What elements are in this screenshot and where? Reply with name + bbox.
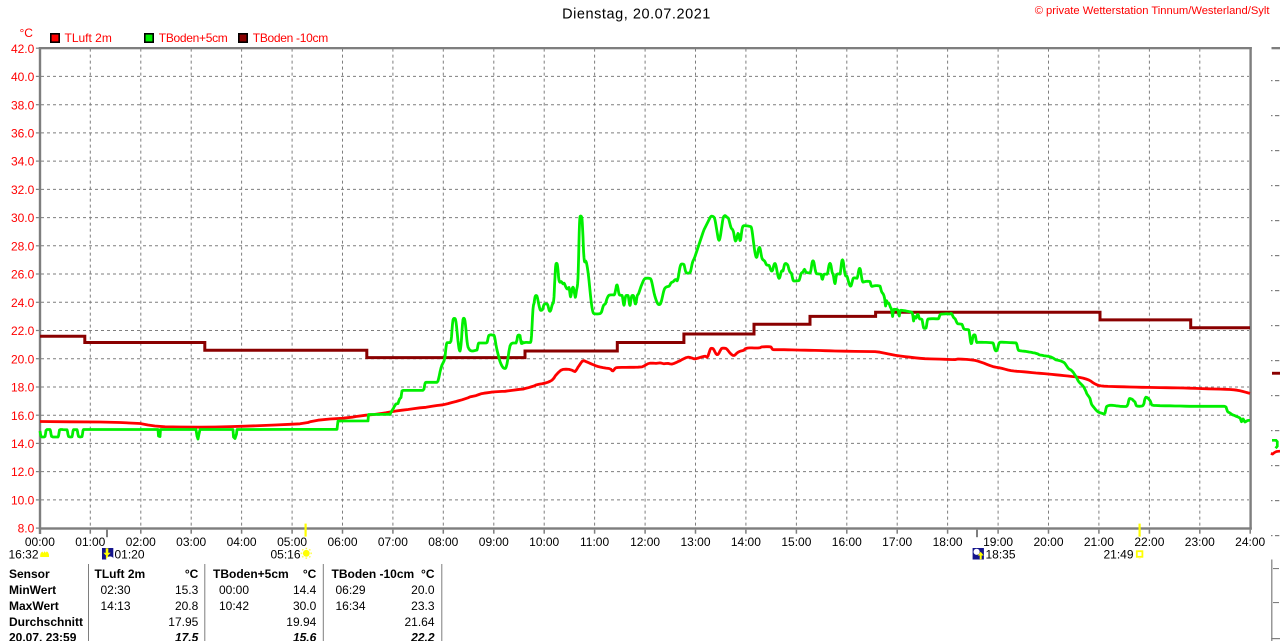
svg-text:42.0: 42.0: [11, 42, 35, 56]
svg-text:22.0: 22.0: [11, 324, 35, 338]
svg-text:19.94: 19.94: [286, 615, 316, 629]
svg-text:Sensor: Sensor: [9, 567, 50, 581]
svg-text:40.0: 40.0: [11, 70, 35, 84]
svg-text:02:00: 02:00: [126, 535, 156, 549]
svg-text:00:00: 00:00: [219, 583, 249, 597]
svg-text:© private Wetterstation Tinnum: © private Wetterstation Tinnum/Westerlan…: [1035, 5, 1271, 17]
svg-text:14:13: 14:13: [101, 599, 131, 613]
svg-text:05:16: 05:16: [270, 548, 300, 562]
svg-text:17.95: 17.95: [168, 615, 198, 629]
svg-text:16:34: 16:34: [336, 599, 366, 613]
svg-text:°C: °C: [20, 26, 34, 40]
svg-text:MinWert: MinWert: [9, 583, 56, 597]
svg-text:32.0: 32.0: [11, 183, 35, 197]
svg-text:20:00: 20:00: [1033, 535, 1063, 549]
svg-text:30.0: 30.0: [11, 211, 35, 225]
svg-text:03:00: 03:00: [176, 535, 206, 549]
svg-text:20.07, 23:59: 20.07, 23:59: [9, 631, 77, 641]
svg-text:15.6: 15.6: [293, 631, 317, 641]
svg-text:°C: °C: [303, 567, 317, 581]
svg-text:15.3: 15.3: [175, 583, 199, 597]
svg-text:36.0: 36.0: [11, 127, 35, 141]
svg-text:°C: °C: [185, 567, 199, 581]
svg-text:02:30: 02:30: [101, 583, 131, 597]
svg-text:01:00: 01:00: [75, 535, 105, 549]
svg-text:19:00: 19:00: [983, 535, 1013, 549]
svg-text:TBoden -10cm: TBoden -10cm: [253, 31, 328, 45]
svg-text:TBoden+5cm: TBoden+5cm: [159, 31, 228, 45]
svg-text:18.0: 18.0: [11, 381, 35, 395]
svg-text:22.2: 22.2: [410, 631, 435, 641]
svg-text:14.4: 14.4: [293, 583, 317, 597]
svg-text:15:00: 15:00: [781, 535, 811, 549]
svg-text:20.0: 20.0: [11, 352, 35, 366]
svg-text:16:00: 16:00: [832, 535, 862, 549]
svg-text:01:20: 01:20: [115, 548, 145, 562]
svg-text:07:00: 07:00: [378, 535, 408, 549]
svg-text:21:00: 21:00: [1084, 535, 1114, 549]
svg-text:21:49: 21:49: [1103, 548, 1133, 562]
svg-text:10.0: 10.0: [11, 494, 35, 508]
svg-text:38.0: 38.0: [11, 98, 35, 112]
svg-text:23.3: 23.3: [411, 599, 435, 613]
svg-text:TLuft 2m: TLuft 2m: [95, 567, 146, 581]
svg-text:18:35: 18:35: [986, 548, 1016, 562]
svg-text:12.0: 12.0: [11, 465, 35, 479]
svg-text:05:00: 05:00: [277, 535, 307, 549]
svg-text:TBoden -10cm: TBoden -10cm: [332, 567, 415, 581]
svg-text:24:00: 24:00: [1235, 535, 1265, 549]
svg-text:Durchschnitt: Durchschnitt: [9, 615, 83, 629]
svg-text:8.0: 8.0: [18, 522, 35, 536]
svg-text:14:00: 14:00: [731, 535, 761, 549]
svg-text:22:00: 22:00: [1134, 535, 1164, 549]
svg-text:17.5: 17.5: [175, 631, 199, 641]
svg-text:16:32: 16:32: [8, 548, 38, 562]
svg-text:26.0: 26.0: [11, 268, 35, 282]
svg-text:08:00: 08:00: [428, 535, 458, 549]
svg-text:23:00: 23:00: [1185, 535, 1215, 549]
svg-text:21.64: 21.64: [404, 615, 434, 629]
svg-text:11:00: 11:00: [580, 535, 609, 549]
svg-text:TLuft 2m: TLuft 2m: [65, 31, 112, 45]
svg-text:13:00: 13:00: [680, 535, 710, 549]
svg-text:24.0: 24.0: [11, 296, 35, 310]
svg-text:17:00: 17:00: [882, 535, 912, 549]
svg-text:MaxWert: MaxWert: [9, 599, 59, 613]
svg-text:10:00: 10:00: [529, 535, 559, 549]
svg-text:10:42: 10:42: [219, 599, 249, 613]
svg-text:18:00: 18:00: [933, 535, 963, 549]
svg-text:16.0: 16.0: [11, 409, 35, 423]
svg-text:28.0: 28.0: [11, 239, 35, 253]
svg-text:TBoden+5cm: TBoden+5cm: [213, 567, 289, 581]
svg-text:°C: °C: [421, 567, 435, 581]
svg-text:06:00: 06:00: [327, 535, 357, 549]
svg-text:12:00: 12:00: [630, 535, 660, 549]
svg-text:06:29: 06:29: [336, 583, 366, 597]
svg-text:04:00: 04:00: [227, 535, 257, 549]
svg-text:Dienstag, 20.07.2021: Dienstag, 20.07.2021: [562, 6, 711, 22]
svg-text:00:00: 00:00: [25, 535, 55, 549]
svg-text:09:00: 09:00: [479, 535, 509, 549]
svg-text:20.8: 20.8: [175, 599, 199, 613]
svg-text:20.0: 20.0: [411, 583, 435, 597]
svg-text:14.0: 14.0: [11, 437, 35, 451]
svg-text:34.0: 34.0: [11, 155, 35, 169]
svg-text:30.0: 30.0: [293, 599, 317, 613]
